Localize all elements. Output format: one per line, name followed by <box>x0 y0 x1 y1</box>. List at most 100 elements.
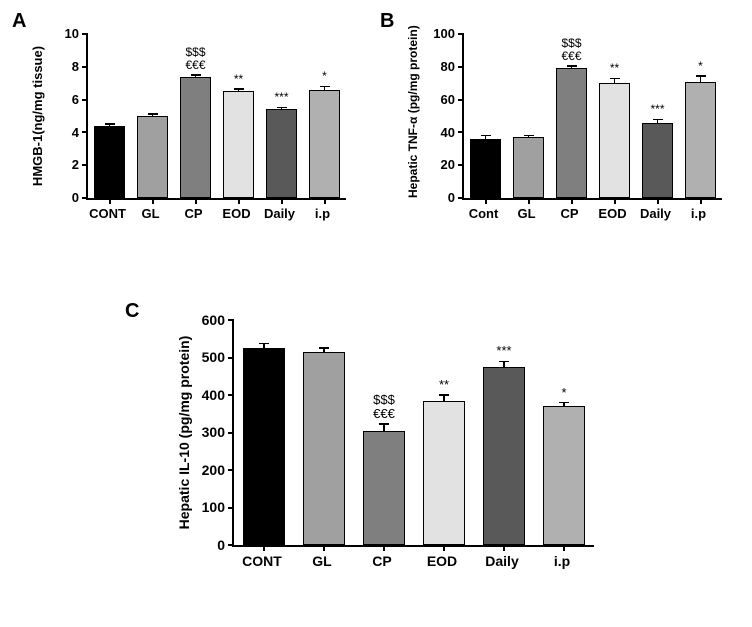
error-cap <box>319 347 329 349</box>
significance-marker: ** <box>419 378 469 391</box>
bar-B-2 <box>556 68 587 198</box>
y-tick <box>228 319 234 321</box>
significance-marker: €€€ <box>171 59 221 71</box>
bar-C-0 <box>243 348 285 545</box>
bar-B-1 <box>513 137 544 198</box>
bar-A-4 <box>266 109 297 198</box>
significance-marker: $$$ <box>171 46 221 58</box>
bar-A-3 <box>223 91 254 198</box>
y-tick <box>82 164 88 166</box>
x-tick <box>281 198 283 204</box>
x-label-C-1: GL <box>292 553 352 569</box>
y-tick <box>82 66 88 68</box>
y-tick-label: 4 <box>43 125 79 140</box>
y-tick <box>82 33 88 35</box>
y-tick <box>82 99 88 101</box>
x-tick <box>700 198 702 204</box>
significance-marker: * <box>676 60 726 72</box>
significance-marker: €€€ <box>359 407 409 420</box>
x-tick <box>238 198 240 204</box>
y-tick <box>458 197 464 199</box>
x-label-C-0: CONT <box>232 553 292 569</box>
bar-A-5 <box>309 90 340 198</box>
significance-marker: ** <box>214 73 264 85</box>
y-tick-label: 80 <box>419 59 455 74</box>
y-tick-label: 0 <box>419 190 455 205</box>
panel-label-C: C <box>125 300 139 323</box>
significance-marker: ** <box>590 62 640 74</box>
y-tick-label: 60 <box>419 92 455 107</box>
y-tick <box>228 507 234 509</box>
error-cap <box>320 86 330 88</box>
y-tick-label: 400 <box>189 387 225 403</box>
x-tick <box>324 198 326 204</box>
x-tick <box>323 545 325 551</box>
y-tick-label: 200 <box>189 462 225 478</box>
x-tick <box>195 198 197 204</box>
y-tick <box>228 544 234 546</box>
error-cap <box>379 423 389 425</box>
error-cap <box>277 107 287 109</box>
error-cap <box>234 88 244 90</box>
error-cap <box>481 135 491 137</box>
y-axis-title-B: Hepatic TNF-α (pg/mg protein) <box>406 34 420 198</box>
error-cap <box>259 343 269 345</box>
y-tick <box>228 432 234 434</box>
bar-A-2 <box>180 77 211 198</box>
y-tick-label: 2 <box>43 157 79 172</box>
error-cap <box>148 113 158 115</box>
y-tick <box>458 131 464 133</box>
significance-marker: * <box>539 386 589 399</box>
plot-area-B: 020406080100€€€$$$****** <box>462 34 722 200</box>
y-tick-label: 0 <box>189 537 225 553</box>
x-tick <box>109 198 111 204</box>
error-cap <box>610 78 620 80</box>
y-tick-label: 40 <box>419 125 455 140</box>
y-tick <box>458 66 464 68</box>
significance-marker: *** <box>479 344 529 357</box>
x-tick <box>443 545 445 551</box>
error-bar <box>700 76 702 82</box>
panel-label-A: A <box>12 10 26 33</box>
x-label-C-2: CP <box>352 553 412 569</box>
y-tick <box>228 357 234 359</box>
y-tick <box>458 99 464 101</box>
y-tick-label: 8 <box>43 59 79 74</box>
x-tick <box>657 198 659 204</box>
error-cap <box>567 65 577 67</box>
error-bar <box>383 424 385 431</box>
bar-A-1 <box>137 116 168 198</box>
x-tick <box>563 545 565 551</box>
y-tick-label: 20 <box>419 157 455 172</box>
significance-marker: * <box>300 70 350 82</box>
y-tick-label: 100 <box>189 499 225 515</box>
bar-B-5 <box>685 82 716 198</box>
x-tick <box>571 198 573 204</box>
y-tick-label: 10 <box>43 26 79 41</box>
bar-C-5 <box>543 406 585 545</box>
significance-marker: *** <box>257 91 307 103</box>
x-label-A-5: i.p <box>293 206 353 221</box>
x-label-B-5: i.p <box>669 206 729 221</box>
y-tick <box>228 394 234 396</box>
plot-area-C: 0100200300400500600€€€$$$****** <box>232 320 594 547</box>
error-cap <box>559 402 569 404</box>
bar-B-3 <box>599 83 630 198</box>
x-tick <box>528 198 530 204</box>
y-tick <box>82 131 88 133</box>
error-cap <box>439 394 449 396</box>
significance-marker: €€€ <box>547 50 597 62</box>
y-tick-label: 300 <box>189 424 225 440</box>
error-bar <box>443 395 445 401</box>
x-label-C-5: i.p <box>532 553 592 569</box>
figure: A0246810€€€$$$******HMGB-1(ng/mg tissue)… <box>0 0 752 627</box>
panel-label-B: B <box>380 10 394 33</box>
x-tick <box>503 545 505 551</box>
y-tick-label: 500 <box>189 349 225 365</box>
bar-C-3 <box>423 401 465 545</box>
bar-C-1 <box>303 352 345 545</box>
x-tick <box>263 545 265 551</box>
error-cap <box>105 123 115 125</box>
y-axis-title-C: Hepatic IL-10 (pg/mg protein) <box>176 320 192 545</box>
error-bar <box>503 361 505 367</box>
